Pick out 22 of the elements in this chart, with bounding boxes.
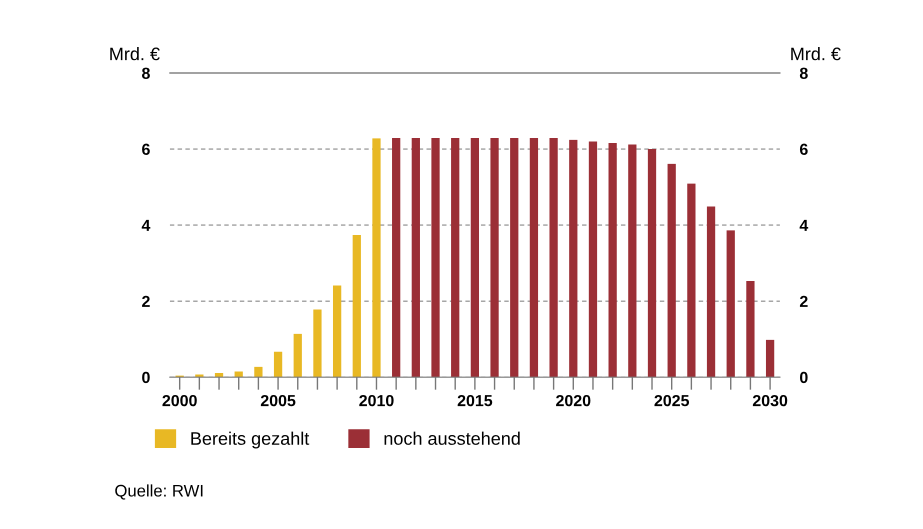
y2-tick-label: 0 [800, 372, 808, 384]
x-tick-label: 2020 [556, 394, 590, 406]
source-note: Quelle: RWI [115, 484, 202, 500]
y-tick-label: 8 [142, 68, 150, 79]
y-tick-label: 0 [142, 372, 150, 384]
y2-tick-label: 4 [800, 220, 808, 231]
x-tick-label: 2030 [752, 394, 788, 406]
y-tick-label: 2 [142, 296, 150, 307]
y-tick-label: 4 [142, 220, 150, 231]
y2-tick-label: 2 [800, 296, 808, 307]
x-tick-label: 2010 [359, 394, 394, 406]
y2-axis-title: Mrd. € [791, 47, 841, 60]
x-tick-label: 2015 [458, 394, 492, 406]
y2-tick-label: 8 [800, 68, 808, 79]
legend-label: Bereits gezahlt [191, 432, 310, 448]
x-tick-label: 2000 [162, 394, 197, 406]
y-axis-title: Mrd. € [110, 47, 160, 60]
legend-label: noch ausstehend [384, 432, 520, 445]
x-tick-label: 2005 [260, 394, 296, 406]
x-tick-label: 2025 [654, 394, 690, 406]
y2-tick-label: 6 [800, 144, 808, 155]
y-tick-label: 6 [142, 144, 150, 155]
